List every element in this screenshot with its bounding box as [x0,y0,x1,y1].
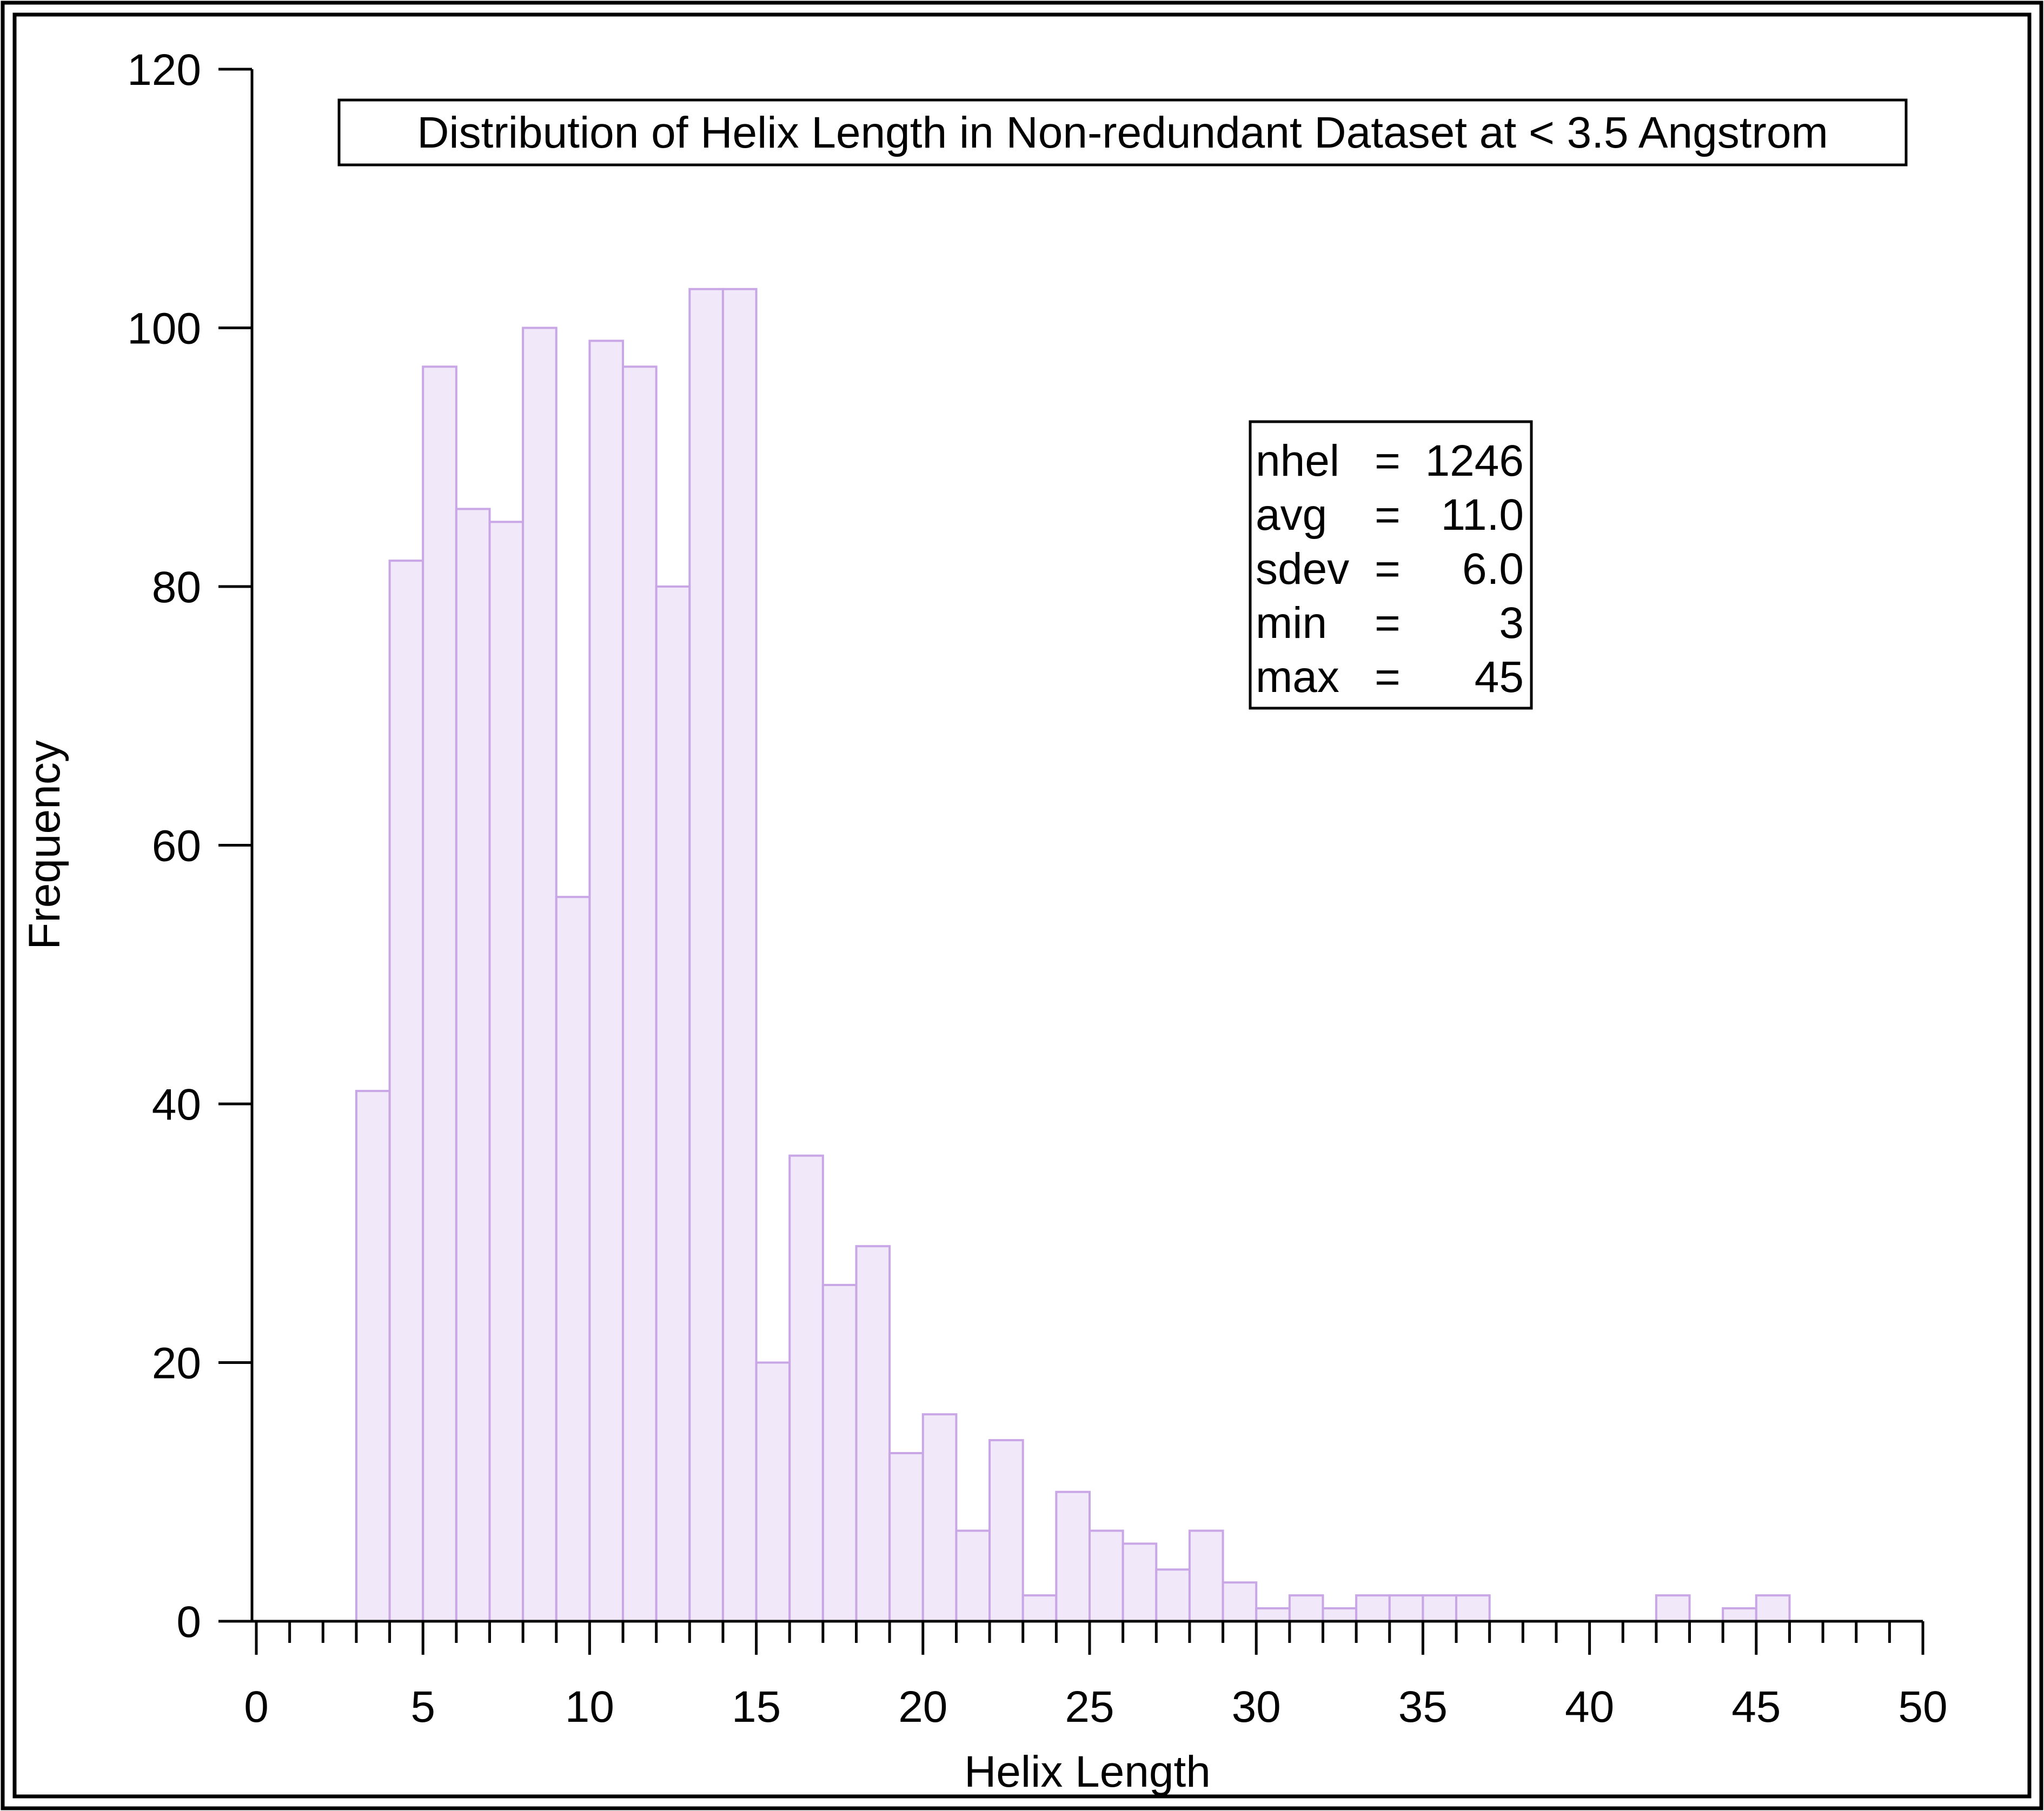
y-tick-label-120: 120 [127,45,201,95]
y-tick-label-20: 20 [152,1339,201,1388]
x-tick-label-35: 35 [1398,1682,1448,1732]
stats-label-avg: avg [1256,490,1327,540]
bar-20 [921,1413,958,1622]
bar-35 [1422,1594,1458,1622]
x-axis-title: Helix Length [964,1747,1211,1796]
bar-9 [555,896,591,1622]
bar-16 [788,1154,824,1622]
bar-42 [1655,1594,1691,1622]
bar-17 [821,1283,858,1622]
bar-11 [622,365,658,1623]
bar-33 [1355,1594,1391,1622]
bar-32 [1322,1607,1358,1622]
bars-group [355,288,1791,1623]
bar-45 [1755,1594,1791,1622]
bar-19 [888,1452,924,1623]
bar-4 [388,560,424,1622]
x-tick-label-0: 0 [244,1682,269,1732]
bar-44 [1722,1607,1757,1622]
stats-value-nhel: 1246 [1425,436,1524,485]
x-tick-label-50: 50 [1898,1682,1947,1732]
bar-10 [588,339,625,1622]
bar-21 [955,1529,991,1622]
bar-29 [1222,1581,1258,1623]
bar-15 [755,1361,791,1622]
bar-31 [1288,1594,1324,1622]
y-tick-label-40: 40 [152,1080,201,1129]
bar-28 [1188,1529,1224,1622]
bar-22 [988,1439,1024,1623]
x-tick-label-10: 10 [565,1682,614,1732]
bar-27 [1155,1568,1191,1623]
bar-8 [522,327,558,1622]
stats-eq-min: = [1375,598,1401,648]
chart-title-box: Distribution of Helix Length in Non-redu… [337,98,1908,167]
bar-7 [488,521,525,1622]
inner-frame [12,12,2032,1799]
y-tick-label-80: 80 [152,563,201,612]
x-tick-label-5: 5 [410,1682,435,1732]
chart-title-border [337,98,1908,167]
bar-23 [1021,1594,1058,1622]
stats-eq-nhel: = [1375,436,1401,485]
stats-box: nhel = 1246 avg = 11.0 sdev = 6.0 min = 3 max = 45 [1249,420,1533,710]
y-ticks: 0 20 40 60 80 100 120 [127,45,252,1647]
stats-eq-sdev: = [1375,544,1401,594]
bar-34 [1388,1594,1424,1622]
x-tick-label-30: 30 [1232,1682,1281,1732]
stats-box-border [1249,420,1533,710]
x-tick-label-20: 20 [898,1682,947,1732]
stats-label-max: max [1256,653,1339,702]
bar-30 [1255,1607,1291,1622]
stats-eq-max: = [1375,653,1401,702]
bar-25 [1089,1529,1124,1622]
x-tick-label-15: 15 [732,1682,781,1732]
bar-12 [655,585,691,1622]
bar-14 [721,288,758,1622]
stats-value-sdev: 6.0 [1462,544,1524,594]
stats-label-nhel: nhel [1256,436,1339,485]
bar-26 [1121,1542,1158,1622]
y-tick-label-60: 60 [152,822,201,871]
stats-label-sdev: sdev [1256,544,1349,594]
x-tick-label-40: 40 [1565,1682,1614,1732]
chart-title: Distribution of Helix Length in Non-redu… [417,108,1828,157]
x-ticks: 0 5 10 15 20 25 30 35 40 45 50 [244,1621,1948,1732]
y-axis-title: Frequency [20,740,69,949]
x-tick-label-45: 45 [1731,1682,1781,1732]
stats-value-min: 3 [1499,598,1524,648]
stats-eq-avg: = [1375,490,1401,540]
bar-18 [855,1245,891,1623]
stats-label-min: min [1256,598,1327,648]
stats-value-max: 45 [1475,653,1524,702]
y-tick-label-0: 0 [176,1597,201,1647]
stats-value-avg: 11.0 [1441,490,1524,540]
x-tick-label-25: 25 [1065,1682,1114,1732]
bar-3 [355,1090,391,1622]
bar-5 [422,365,457,1623]
bar-13 [688,288,724,1622]
bar-6 [455,508,491,1623]
stats-rows: nhel = 1246 avg = 11.0 sdev = 6.0 min = 3 max = 45 [1256,436,1524,702]
y-tick-label-100: 100 [127,304,201,354]
bar-36 [1455,1594,1491,1622]
bar-24 [1055,1490,1091,1622]
